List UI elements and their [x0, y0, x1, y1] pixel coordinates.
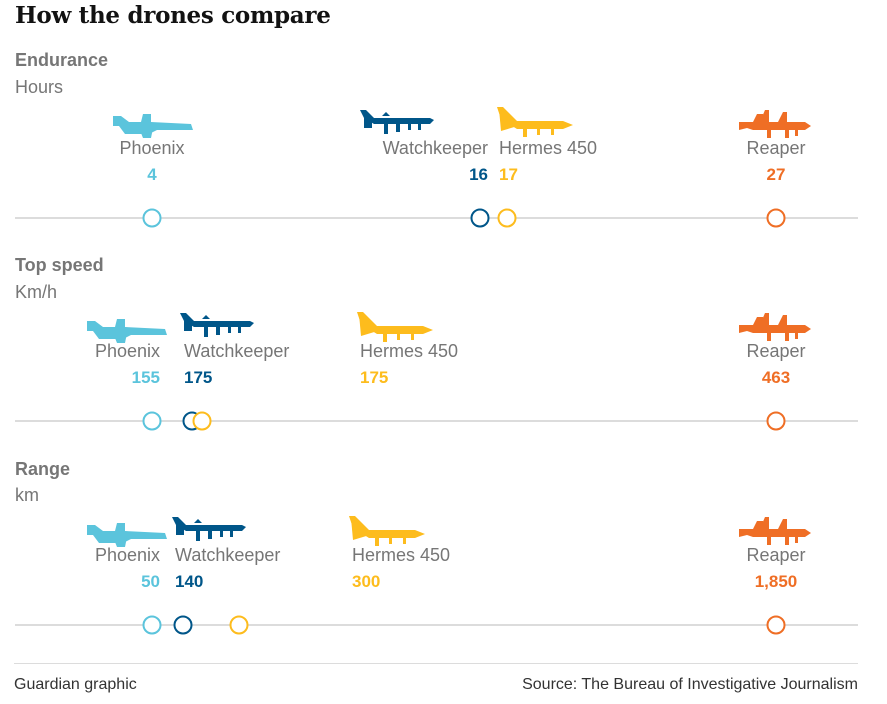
panel-unit-endurance: Hours	[15, 77, 64, 97]
value-label-hermes-450: 300	[352, 572, 380, 591]
hermes-drone-icon	[349, 516, 425, 546]
drone-label-hermes-450: Hermes 450	[352, 545, 450, 565]
data-point-hermes-450	[229, 615, 249, 635]
phoenix-drone-icon	[87, 523, 167, 547]
drone-label-phoenix: Phoenix	[95, 545, 160, 565]
hermes-drone-icon	[357, 312, 433, 342]
drone-label-watchkeeper: Watchkeeper	[175, 545, 280, 565]
panel-title-endurance: Endurance	[15, 50, 109, 70]
chart-title: How the drones compare	[15, 2, 331, 29]
drone-label-phoenix: Phoenix	[119, 138, 184, 158]
drone-label-reaper: Reaper	[746, 341, 805, 361]
data-point-reaper	[766, 208, 786, 228]
footer-source: Source: The Bureau of Investigative Jour…	[522, 676, 858, 693]
footer-credit: Guardian graphic	[14, 676, 137, 693]
watchkeeper-drone-icon	[172, 517, 246, 541]
value-label-reaper: 27	[767, 165, 786, 184]
hermes-drone-icon	[497, 107, 573, 137]
value-label-reaper: 463	[762, 368, 790, 387]
data-point-hermes-450	[192, 411, 212, 431]
drone-label-phoenix: Phoenix	[95, 341, 160, 361]
phoenix-drone-icon	[87, 319, 167, 343]
data-point-watchkeeper	[470, 208, 490, 228]
drone-label-hermes-450: Hermes 450	[499, 138, 597, 158]
watchkeeper-drone-icon	[180, 313, 254, 337]
reaper-drone-icon	[739, 313, 811, 341]
data-point-watchkeeper	[173, 615, 193, 635]
drone-label-hermes-450: Hermes 450	[360, 341, 458, 361]
phoenix-drone-icon	[113, 114, 193, 138]
data-point-phoenix	[142, 411, 162, 431]
drone-label-watchkeeper: Watchkeeper	[184, 341, 289, 361]
panel-unit-top-speed: Km/h	[15, 282, 58, 302]
panel-unit-range: km	[15, 485, 39, 505]
drone-label-watchkeeper: Watchkeeper	[383, 138, 488, 158]
data-point-phoenix	[142, 208, 162, 228]
panel-title-range: Range	[15, 459, 71, 479]
value-label-watchkeeper: 140	[175, 572, 203, 591]
value-label-phoenix: 50	[141, 572, 160, 591]
footer-divider	[14, 663, 858, 664]
watchkeeper-drone-icon	[360, 110, 434, 134]
value-label-watchkeeper: 175	[184, 368, 212, 387]
value-label-watchkeeper: 16	[469, 165, 488, 184]
reaper-drone-icon	[739, 517, 811, 545]
value-label-hermes-450: 175	[360, 368, 388, 387]
data-point-hermes-450	[497, 208, 517, 228]
data-point-reaper	[766, 411, 786, 431]
drone-label-reaper: Reaper	[746, 138, 805, 158]
value-label-phoenix: 155	[132, 368, 160, 387]
value-label-reaper: 1,850	[755, 572, 798, 591]
drone-label-reaper: Reaper	[746, 545, 805, 565]
value-label-hermes-450: 17	[499, 165, 518, 184]
value-label-phoenix: 4	[147, 165, 157, 184]
reaper-drone-icon	[739, 110, 811, 138]
panel-title-top-speed: Top speed	[15, 255, 104, 275]
data-point-reaper	[766, 615, 786, 635]
data-point-phoenix	[142, 615, 162, 635]
